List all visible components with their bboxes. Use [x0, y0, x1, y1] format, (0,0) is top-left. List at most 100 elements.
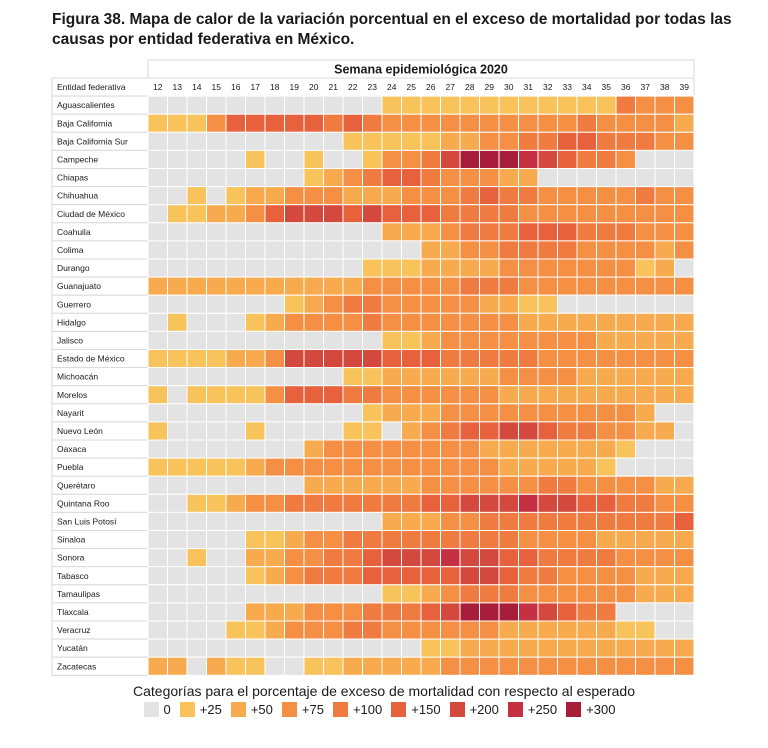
heatmap-cell	[381, 530, 402, 550]
heatmap-cell	[147, 168, 168, 188]
heatmap-cell	[479, 403, 500, 423]
heatmap-cell	[596, 566, 617, 586]
heatmap-cell	[167, 584, 188, 604]
state-label: Ciudad de México	[57, 209, 125, 219]
heatmap-cell	[674, 566, 695, 586]
heatmap-cell	[654, 330, 675, 350]
heatmap-cell	[323, 312, 344, 332]
heatmap-cell	[576, 403, 597, 423]
heatmap-cell	[323, 584, 344, 604]
heatmap-cell	[674, 367, 695, 387]
heatmap-cell	[576, 367, 597, 387]
heatmap-cell	[420, 493, 441, 513]
heatmap-cell	[225, 602, 246, 622]
heatmap-cell	[264, 258, 285, 278]
heatmap-cell	[674, 131, 695, 151]
heatmap-cell	[401, 149, 422, 169]
legend-swatch	[566, 702, 582, 717]
heatmap-cell	[576, 638, 597, 658]
x-axis-title: Semana epidemiológica 2020	[334, 63, 508, 77]
heatmap-cell	[206, 186, 227, 206]
heatmap-cell	[323, 421, 344, 441]
heatmap-cell	[303, 602, 324, 622]
heatmap-cell	[557, 530, 578, 550]
heatmap-cell	[615, 584, 636, 604]
heatmap-cell	[381, 294, 402, 314]
heatmap-cell	[206, 240, 227, 260]
heatmap-cell	[401, 240, 422, 260]
heatmap-cell	[654, 620, 675, 640]
heatmap-cell	[342, 131, 363, 151]
heatmap-cell	[635, 131, 656, 151]
heatmap-cell	[362, 493, 383, 513]
heatmap-cell	[596, 602, 617, 622]
heatmap-cell	[479, 493, 500, 513]
heatmap-cell	[342, 530, 363, 550]
heatmap-cell	[654, 439, 675, 459]
heatmap-cell	[654, 566, 675, 586]
heatmap-cell	[303, 656, 324, 676]
week-tick-label: 16	[231, 82, 241, 92]
heatmap-cell	[498, 95, 519, 115]
heatmap-cell	[518, 330, 539, 350]
heatmap-cell	[498, 566, 519, 586]
heatmap-cell	[245, 168, 266, 188]
heatmap-cell	[264, 312, 285, 332]
heatmap-cell	[459, 493, 480, 513]
state-label: Coahuila	[57, 227, 91, 237]
heatmap-cell	[596, 656, 617, 676]
heatmap-cell	[576, 276, 597, 296]
heatmap-cell	[615, 349, 636, 369]
heatmap-cell	[654, 511, 675, 532]
heatmap-cell	[362, 566, 383, 586]
heatmap-cell	[654, 403, 675, 423]
heatmap-cell	[303, 584, 324, 604]
heatmap-cell	[635, 656, 656, 676]
state-label: Veracruz	[57, 625, 91, 635]
heatmap-cell	[342, 656, 363, 676]
heatmap-cell	[440, 131, 461, 151]
week-tick-label: 23	[368, 82, 378, 92]
heatmap-cell	[323, 602, 344, 622]
heatmap-cell	[303, 204, 324, 224]
heatmap-cell	[498, 421, 519, 441]
heatmap-cell	[615, 222, 636, 242]
heatmap-cell	[401, 95, 422, 115]
heatmap-cell	[342, 620, 363, 640]
heatmap-cell	[323, 403, 344, 423]
heatmap-cell	[167, 367, 188, 387]
heatmap-cell	[596, 204, 617, 224]
heatmap-cell	[635, 602, 656, 622]
heatmap-cell	[615, 113, 636, 133]
heatmap-cell	[596, 493, 617, 513]
heatmap-cell	[167, 222, 188, 242]
heatmap-cell	[498, 312, 519, 332]
week-tick-label: 24	[387, 82, 397, 92]
state-label: Durango	[57, 263, 90, 273]
heatmap-cell	[479, 312, 500, 332]
heatmap-cell	[245, 530, 266, 550]
heatmap-cell	[147, 475, 168, 495]
heatmap-cell	[323, 530, 344, 550]
heatmap-cell	[459, 204, 480, 224]
heatmap-cell	[147, 349, 168, 369]
heatmap-cell	[342, 602, 363, 622]
heatmap-cell	[420, 475, 441, 495]
heatmap-cell	[674, 113, 695, 133]
heatmap-cell	[576, 385, 597, 405]
heatmap-cell	[537, 385, 558, 405]
heatmap-cell	[225, 276, 246, 296]
heatmap-cell	[206, 439, 227, 459]
week-tick-label: 20	[309, 82, 319, 92]
heatmap-cell	[206, 548, 227, 568]
heatmap-cell	[401, 258, 422, 278]
heatmap-cell	[284, 566, 305, 586]
heatmap-cell	[342, 168, 363, 188]
heatmap-cell	[518, 493, 539, 513]
heatmap-cell	[635, 511, 656, 532]
heatmap-cell	[206, 149, 227, 169]
heatmap-cell	[323, 349, 344, 369]
heatmap-cell	[284, 222, 305, 242]
heatmap-cell	[284, 258, 305, 278]
heatmap-cell	[518, 511, 539, 532]
